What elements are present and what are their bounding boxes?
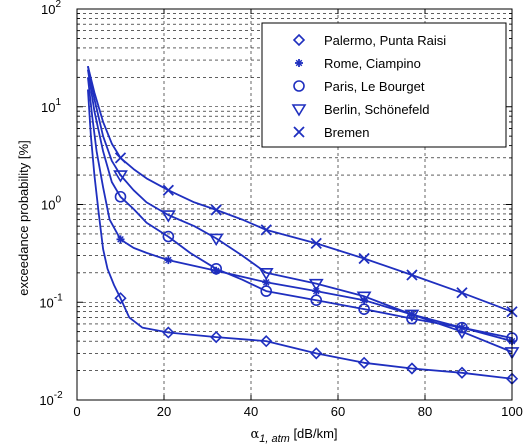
marker-x — [162, 184, 174, 196]
x-tick-label: 0 — [73, 404, 80, 419]
legend-label: Berlin, Schönefeld — [324, 102, 430, 117]
series-line — [87, 66, 513, 353]
marker-x — [260, 224, 272, 236]
x-axis-title: α1, atm [dB/km] — [250, 426, 337, 445]
legend-entry-1: Rome, Ciampino — [295, 56, 421, 71]
marker-diamond — [455, 366, 469, 379]
y-axis-title: exceedance probability [%] — [16, 140, 31, 295]
marker-circle — [260, 285, 273, 297]
marker-triangle-down — [404, 309, 420, 323]
marker-star — [164, 256, 173, 265]
marker-triangle-down — [113, 170, 128, 183]
marker-x — [114, 152, 127, 164]
y-tick-label: 101 — [41, 97, 61, 115]
marker-circle — [114, 190, 127, 203]
marker-diamond — [162, 326, 175, 339]
marker-diamond — [260, 335, 273, 348]
legend-label: Rome, Ciampino — [324, 56, 421, 71]
marker-x — [358, 252, 370, 265]
marker-x — [456, 287, 468, 299]
legend-label: Bremen — [324, 125, 370, 140]
marker-diamond — [292, 33, 306, 47]
series-line — [87, 65, 513, 313]
series-2 — [87, 69, 518, 344]
marker-star — [295, 59, 303, 67]
x-tick-label: 80 — [418, 404, 432, 419]
axes: 0 20 40 60 80 100 10-2 10-1 100 101 102 — [39, 0, 523, 419]
marker-star — [116, 235, 125, 244]
legend: Palermo, Punta Raisi Rome, Ciampino Paris,… — [261, 22, 507, 148]
marker-x — [406, 269, 418, 281]
legend-label: Palermo, Punta Raisi — [324, 33, 446, 48]
legend-label: Paris, Le Bourget — [324, 79, 425, 94]
marker-triangle-down — [454, 326, 470, 340]
y-tick-label: 102 — [41, 0, 61, 17]
x-tick-label: 20 — [157, 404, 171, 419]
marker-diamond — [114, 292, 127, 305]
series-line — [87, 77, 513, 342]
marker-triangle-down — [291, 104, 307, 117]
marker-diamond — [310, 347, 323, 360]
x-tick-label: 60 — [331, 404, 345, 419]
series-line — [87, 89, 513, 380]
marker-diamond — [357, 356, 371, 369]
marker-triangle-down — [258, 268, 274, 281]
marker-circle — [162, 230, 175, 243]
y-tick-label: 10-2 — [39, 390, 63, 408]
legend-entry-0: Palermo, Punta Raisi — [292, 33, 446, 48]
marker-triangle-down — [356, 291, 372, 304]
y-tick-label: 100 — [41, 195, 61, 213]
marker-diamond — [405, 362, 419, 375]
marker-triangle-down — [208, 233, 224, 246]
legend-box — [261, 22, 507, 148]
marker-triangle-down — [308, 278, 324, 292]
series-group — [87, 65, 520, 385]
x-tick-label: 40 — [244, 404, 258, 419]
marker-x — [210, 204, 222, 216]
marker-circle — [293, 80, 305, 92]
marker-x — [293, 126, 305, 138]
legend-entry-3: Berlin, Schönefeld — [291, 102, 430, 117]
marker-x — [310, 237, 322, 250]
marker-circle — [210, 262, 222, 275]
legend-entry-2: Paris, Le Bourget — [293, 79, 425, 94]
marker-circle — [358, 303, 370, 315]
legend-entry-4: Bremen — [293, 125, 370, 140]
series-4 — [87, 65, 518, 318]
series-line — [87, 69, 513, 339]
marker-diamond — [210, 330, 223, 344]
x-tick-label: 100 — [501, 404, 523, 419]
marker-triangle-down — [160, 210, 176, 223]
marker-circle — [310, 294, 323, 306]
series-0 — [87, 89, 519, 385]
y-tick-label: 10-1 — [39, 292, 63, 310]
